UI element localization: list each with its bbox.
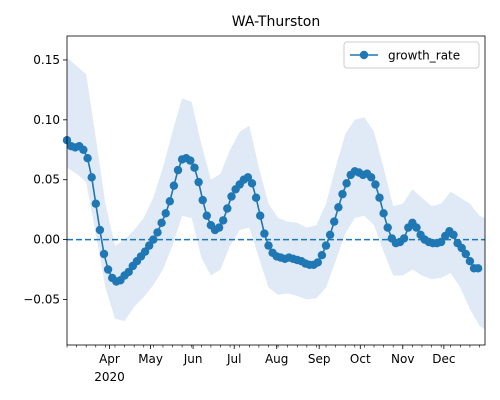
x-tick-label: Dec <box>432 352 455 366</box>
data-point <box>145 241 154 250</box>
data-point <box>227 192 236 201</box>
data-point <box>198 195 207 205</box>
x-tick-label: Sep <box>308 352 331 366</box>
data-point <box>379 209 388 218</box>
legend-box <box>343 41 480 69</box>
data-point <box>219 216 228 225</box>
data-point <box>140 247 150 256</box>
y-axis: 0.15 0.10 0.05 0.00 −0.05 <box>23 53 67 306</box>
x-tick-label: Oct <box>350 352 371 366</box>
x-tick-year-label: 2020 <box>94 370 125 384</box>
legend-label: growth_rate <box>388 49 460 63</box>
data-point <box>342 179 351 188</box>
data-point <box>317 251 327 260</box>
data-point <box>399 234 409 243</box>
data-point <box>330 217 339 226</box>
data-point <box>95 225 105 235</box>
data-point <box>256 211 265 220</box>
data-point <box>161 209 170 218</box>
data-point <box>99 249 109 259</box>
data-point <box>223 204 232 213</box>
data-point <box>412 223 421 232</box>
data-point <box>83 154 92 163</box>
data-point <box>436 237 446 247</box>
data-point <box>375 193 384 202</box>
data-point <box>153 228 162 237</box>
data-point <box>461 249 470 259</box>
x-tick-label: Jul <box>226 352 241 366</box>
x-tick-label: Nov <box>391 352 414 366</box>
x-tick-label: Aug <box>265 352 288 366</box>
y-tick-label: 0.05 <box>33 173 60 187</box>
data-point <box>186 156 195 165</box>
chart-title: WA-Thurston <box>232 14 320 30</box>
data-point <box>465 257 475 266</box>
data-point <box>79 145 88 154</box>
data-point <box>103 265 113 274</box>
y-tick-label: −0.05 <box>23 292 60 306</box>
x-tick-label: Apr <box>99 352 120 366</box>
data-point <box>157 218 166 227</box>
data-point <box>383 223 392 232</box>
data-point <box>371 180 380 189</box>
data-point <box>334 203 343 212</box>
y-tick-label: 0.15 <box>33 53 60 67</box>
legend-marker-swatch <box>359 50 369 60</box>
data-point <box>338 189 347 199</box>
x-tick-label: May <box>138 352 163 366</box>
data-point <box>260 229 269 238</box>
data-point <box>367 173 376 182</box>
x-tick-label: Jun <box>183 352 203 366</box>
data-point <box>214 223 224 232</box>
data-point <box>247 179 257 188</box>
legend: growth_rate <box>343 41 480 69</box>
uncertainty-band-layer <box>67 57 485 330</box>
data-point <box>313 258 322 267</box>
data-point <box>173 165 183 175</box>
series-layer <box>62 136 483 286</box>
data-point <box>87 173 96 182</box>
y-tick-label: 0.00 <box>33 233 60 247</box>
data-point <box>91 199 101 208</box>
data-point <box>194 177 203 187</box>
data-point <box>243 173 253 182</box>
data-point <box>325 230 335 239</box>
plot-area-frame <box>66 35 486 346</box>
data-point <box>264 241 273 250</box>
x-axis: Apr 2020 May Jun Jul Aug Sep Oct Nov Dec <box>66 345 480 384</box>
data-point <box>473 264 483 273</box>
data-point <box>190 163 199 172</box>
data-point <box>449 230 458 239</box>
y-tick-label: 0.10 <box>33 113 60 127</box>
data-point <box>251 193 261 202</box>
uncertainty-band <box>67 57 485 330</box>
data-point <box>202 211 211 220</box>
data-point <box>165 197 174 206</box>
data-point <box>149 235 158 244</box>
data-point <box>321 241 331 250</box>
data-point <box>457 243 466 253</box>
data-point <box>169 181 179 190</box>
data-point <box>124 267 133 277</box>
